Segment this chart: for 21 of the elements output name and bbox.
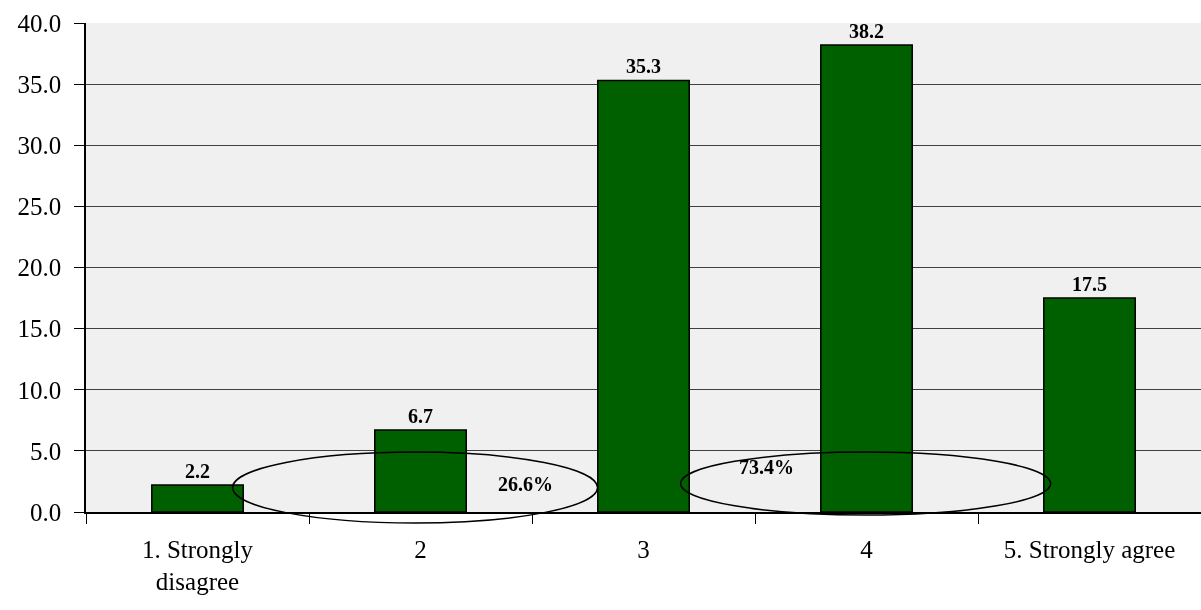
data-label: 38.2 (849, 20, 885, 42)
y-tick-label: 35.0 (17, 70, 62, 98)
data-label: 17.5 (1072, 273, 1108, 296)
x-tick-label: 1. Strongly disagree (141, 535, 254, 596)
y-tick-label: 15.0 (17, 315, 62, 343)
x-tick-label: 3 (637, 535, 650, 563)
y-tick-label: 5.0 (30, 437, 62, 465)
data-label: 2.2 (185, 460, 211, 483)
data-label: 6.7 (408, 405, 433, 428)
x-tick-label: 2 (414, 535, 427, 563)
y-tick-label: 40.0 (17, 9, 62, 37)
annotation: 73.4% (739, 456, 794, 478)
y-tick-label: 30.0 (17, 132, 62, 159)
y-tick-label: 0.0 (30, 498, 62, 526)
y-tick-label: 25.0 (17, 193, 62, 221)
annotation: 26.6% (498, 473, 553, 495)
y-tick-label: 10.0 (17, 376, 62, 404)
y-tick-label: 20.0 (17, 254, 62, 282)
data-label: 35.3 (626, 55, 662, 78)
x-tick-label: 5. Strongly agree (1003, 535, 1176, 563)
x-tick-label: 4 (860, 535, 874, 563)
